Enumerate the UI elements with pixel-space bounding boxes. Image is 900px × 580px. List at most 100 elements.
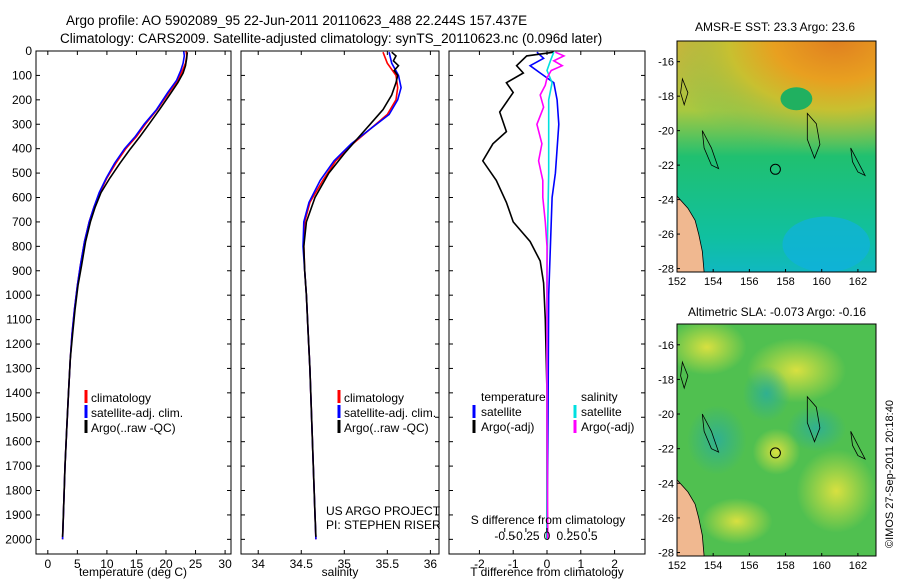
reef-contour: [680, 360, 689, 390]
sla-map-frame: [676, 323, 877, 557]
legend-climatology-label: climatology: [91, 391, 151, 405]
map-x-tick-label: 152: [668, 276, 686, 288]
x-tick-label: -2: [474, 557, 485, 571]
x-tick-label: 5: [74, 557, 81, 571]
y-tick-label: 500: [12, 166, 32, 180]
s-difference-label: S difference from climatology: [471, 513, 626, 527]
s-tick-label: 0.5: [581, 529, 598, 543]
float-position-marker: [769, 447, 781, 459]
map-field: [677, 41, 876, 272]
y-tick-label: 1200: [5, 337, 32, 351]
s-tick-label: -0.5: [494, 529, 515, 543]
land-australia: [677, 479, 705, 556]
legend-argo-label: Argo(..raw -QC): [344, 421, 429, 435]
map-y-tick-label: -16: [658, 340, 674, 352]
sla-high-blob: [796, 449, 876, 533]
series-line-t-satellite: [528, 51, 560, 540]
reef-contour: [680, 77, 689, 107]
x-tick-label: 25: [189, 557, 203, 571]
t-difference-xlabel: T difference from climatology: [470, 565, 624, 579]
sla-high-blob: [700, 498, 773, 545]
map-x-tick-label: 158: [776, 276, 794, 288]
x-tick-label: 1: [577, 557, 584, 571]
map-y-tick-label: -18: [658, 374, 674, 386]
map-x-tick-label: 162: [849, 276, 867, 288]
sst-map-title: AMSR-E SST: 23.3 Argo: 23.6: [695, 20, 855, 34]
sst-map-frame: [676, 40, 877, 273]
y-tick-label: 1500: [5, 410, 32, 424]
map-field: [677, 324, 876, 556]
y-tick-label: 900: [12, 264, 32, 278]
land-australia: [677, 195, 705, 272]
map-y-tick-label: -18: [658, 91, 674, 103]
sst-cool-patch: [782, 216, 871, 272]
legend-temperature-title: temperature: [481, 390, 546, 404]
reef-contour: [850, 431, 867, 460]
x-tick-label: 35: [338, 557, 352, 571]
map-x-tick-label: 160: [813, 560, 831, 572]
y-tick-label: 1800: [5, 484, 32, 498]
map-y-tick-label: -22: [658, 160, 674, 172]
salinity-panel: 34 34.5 35 35.5 36 salinity climatology sate…: [240, 50, 441, 579]
sla-high-blob: [752, 428, 801, 475]
series-line-satellite-adj-clim-: [302, 52, 402, 540]
reef-contour: [806, 395, 821, 443]
y-tick-label: 0: [25, 44, 32, 58]
map-x-tick-label: 160: [813, 276, 831, 288]
map-x-tick-label: 156: [740, 276, 758, 288]
map-y-tick-label: -28: [658, 264, 674, 276]
map-y-tick-label: -24: [658, 195, 674, 207]
title-line-1: Argo profile: AO 5902089_95 22-Jun-2011 …: [66, 13, 527, 28]
project-credit: US ARGO PROJECT: [326, 504, 441, 518]
s-tick-label: -0.25: [512, 529, 540, 543]
reef-contour: [701, 130, 720, 170]
x-tick-label: 34.5: [290, 557, 314, 571]
temperature-legend: climatology satellite-adj. clim. Argo(..…: [84, 390, 183, 435]
legend-argo-label: Argo(..raw -QC): [91, 421, 176, 435]
title-line-2: Climatology: CARS2009. Satellite-adjuste…: [60, 31, 602, 46]
s-tick-label: 0.25: [556, 529, 580, 543]
sst-green-patch: [780, 87, 813, 111]
map-y-tick-label: -28: [658, 548, 674, 560]
sst-map: AMSR-E SST: 23.3 Argo: 23.6: [658, 20, 877, 288]
y-tick-label: 700: [12, 215, 32, 229]
legend-s-satellite-label: satellite: [581, 405, 622, 419]
y-tick-label: 800: [12, 239, 32, 253]
series-line-argo-raw-qc-: [302, 51, 400, 537]
map-x-tick-label: 162: [849, 560, 867, 572]
map-y-tick-label: -20: [658, 126, 674, 138]
map-y-tick-label: -26: [658, 513, 674, 525]
x-tick-label: 0: [544, 557, 551, 571]
x-tick-label: 15: [130, 557, 144, 571]
legend-s-argo-label: Argo(-adj): [581, 420, 634, 434]
y-tick-label: 300: [12, 117, 32, 131]
salinity-legend: climatology satellite-adj. clim. Argo(..…: [337, 390, 436, 435]
float-position-marker: [769, 163, 781, 175]
x-tick-label: 35.5: [376, 557, 400, 571]
y-tick-label: 100: [12, 68, 32, 82]
s-tick-label: 0: [544, 529, 551, 543]
y-tick-label: 200: [12, 93, 32, 107]
y-tick-label: 1400: [5, 386, 32, 400]
map-y-tick-label: -20: [658, 409, 674, 421]
sla-low-blob: [686, 405, 747, 475]
y-tick-label: 1100: [6, 313, 32, 327]
y-tick-label: 1000: [5, 288, 32, 302]
difference-panel: -2 -1 0 1 2 -0.5-0.25 0 0.25 0.5 S difference f…: [448, 50, 646, 579]
pi-credit: PI: STEPHEN RISER: [326, 518, 441, 532]
map-x-tick-label: 156: [740, 560, 758, 572]
x-tick-label: 2: [611, 557, 618, 571]
sla-low-blob: [786, 405, 847, 452]
map-x-tick-label: 154: [704, 560, 722, 572]
series-line-s-argo-adj-: [536, 51, 566, 540]
difference-legend: temperature salinity satellite Argo(-adj…: [472, 390, 634, 434]
series-line-satellite-adj-clim-: [61, 50, 186, 540]
x-tick-label: 36: [424, 557, 438, 571]
x-tick-label: 30: [218, 557, 232, 571]
y-tick-label: 1300: [5, 361, 32, 375]
series-line-climatology: [61, 50, 188, 540]
map-y-tick-label: -24: [658, 478, 674, 490]
reef-contour: [701, 413, 720, 453]
legend-satellite-label: satellite-adj. clim.: [344, 406, 436, 420]
